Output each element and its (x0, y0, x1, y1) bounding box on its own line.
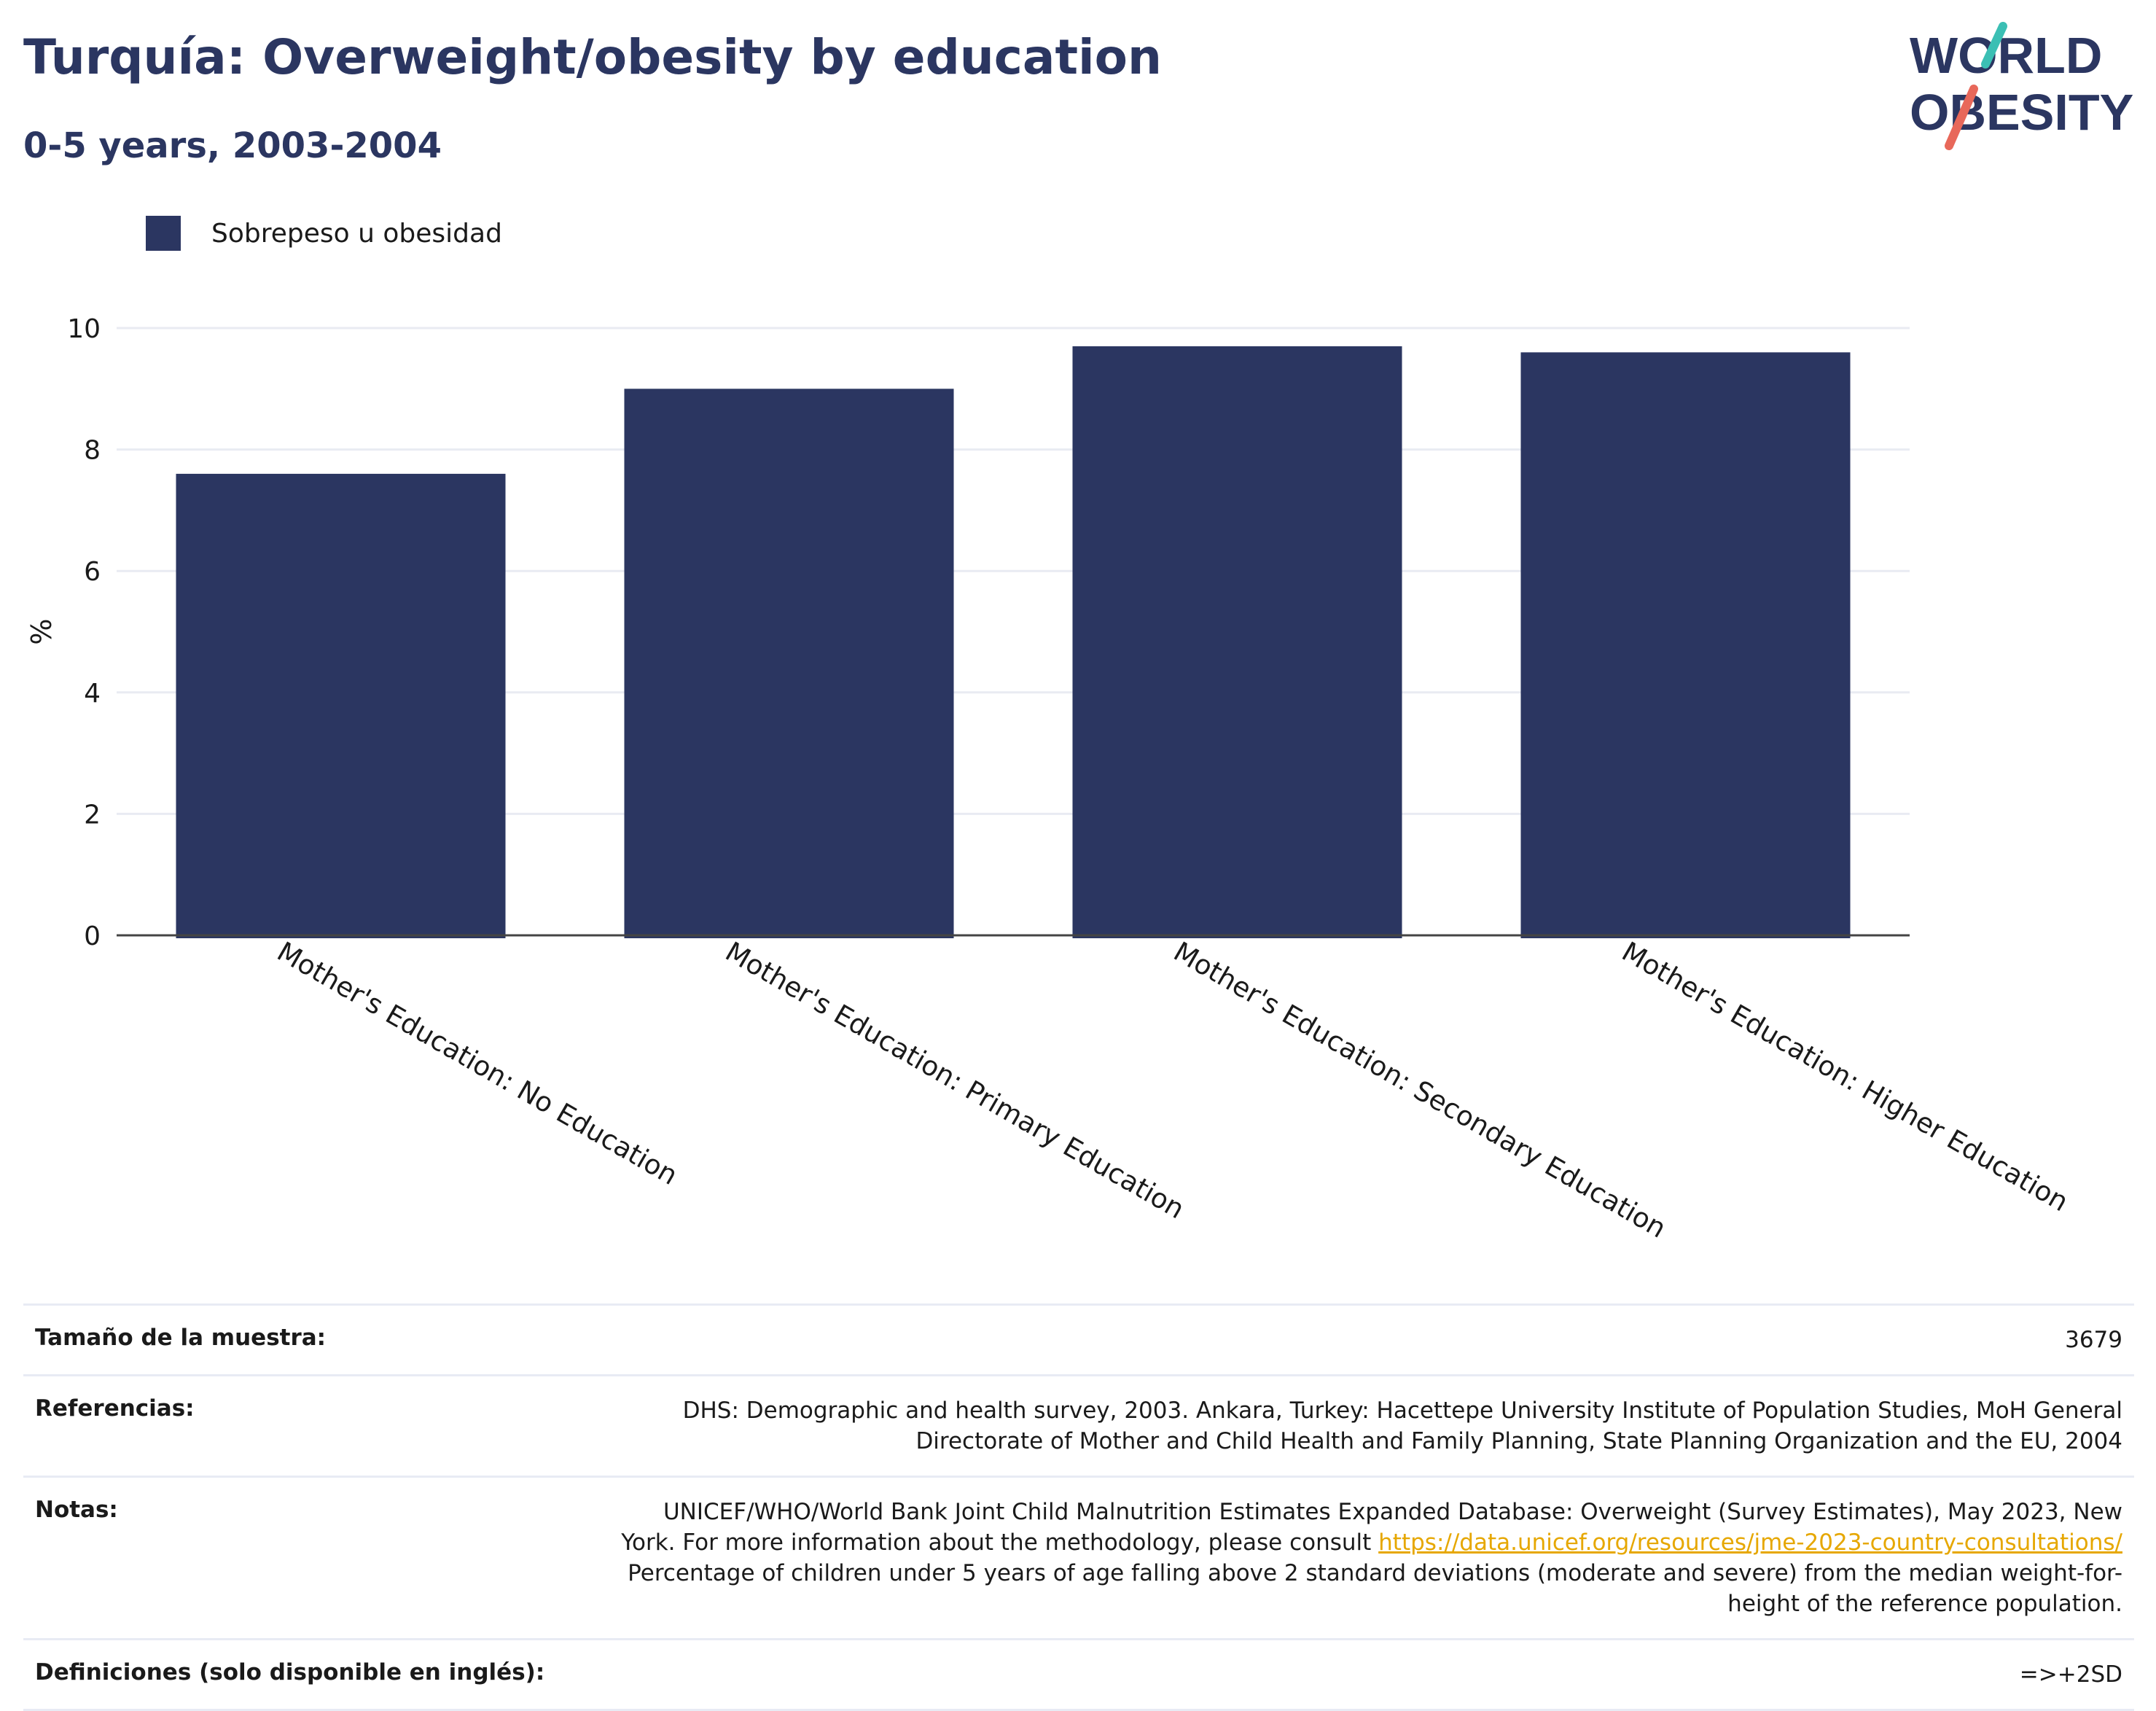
notes-label: Notas: (35, 1497, 118, 1523)
x-tick-label: Mother's Education: Primary Education (720, 936, 1190, 1225)
chart-legend[interactable]: Sobrepeso u obesidad (146, 216, 502, 251)
sample-size-value: 3679 (2065, 1327, 2122, 1353)
references-label: Referencias: (35, 1395, 195, 1422)
definitions-label: Definiciones (solo disponible en inglés)… (35, 1659, 545, 1685)
page-subtitle: 0-5 years, 2003-2004 (23, 125, 442, 166)
references-value: DHS: Demographic and health survey, 2003… (682, 1398, 2122, 1454)
legend-swatch (146, 216, 181, 251)
bar (1072, 346, 1402, 938)
info-row-notes: Notas: UNICEF/WHO/World Bank Joint Child… (23, 1476, 2134, 1638)
bar (176, 473, 506, 938)
methodology-link[interactable]: https://data.unicef.org/resources/jme-20… (1378, 1529, 2122, 1556)
bar (1520, 352, 1851, 938)
notes-text-before: UNICEF/WHO/World Bank Joint Child Malnut… (621, 1499, 2122, 1556)
legend-label: Sobrepeso u obesidad (211, 218, 502, 249)
y-axis-label: % (26, 618, 58, 644)
info-table: Tamaño de la muestra: 3679 Referencias: … (23, 1303, 2134, 1711)
info-row-definitions: Definiciones (solo disponible en inglés)… (23, 1638, 2134, 1711)
bar-chart: 0 2 4 6 8 10% Mother's Education: No Education… (26, 314, 2074, 1244)
info-row-sample: Tamaño de la muestra: 3679 (23, 1303, 2134, 1374)
y-tick-label: 6 (84, 557, 101, 587)
definitions-value: =>+2SD (2019, 1661, 2122, 1688)
y-tick-label: 2 (84, 800, 101, 830)
notes-text-after: Percentage of children under 5 years of … (628, 1560, 2122, 1617)
y-tick-label: 0 (84, 921, 101, 951)
notes-value: UNICEF/WHO/World Bank Joint Child Malnut… (606, 1497, 2122, 1619)
svg-text:WORLD: WORLD (1910, 27, 2102, 84)
y-tick-label: 8 (84, 436, 101, 466)
x-tick-label: Mother's Education: Higher Education (1617, 936, 2074, 1218)
svg-text:OBESITY: OBESITY (1910, 84, 2133, 141)
x-tick-label: Mother's Education: No Education (272, 936, 683, 1191)
world-obesity-logo: WORLD OBESITY (1910, 22, 2133, 150)
sample-size-label: Tamaño de la muestra: (35, 1325, 327, 1351)
y-tick-label: 10 (67, 314, 101, 344)
page-title: Turquía: Overweight/obesity by education (23, 29, 1162, 85)
bar (624, 389, 954, 938)
y-tick-label: 4 (84, 679, 101, 709)
info-row-references: Referencias: DHS: Demographic and health… (23, 1374, 2134, 1476)
x-tick-label: Mother's Education: Secondary Education (1168, 936, 1671, 1244)
